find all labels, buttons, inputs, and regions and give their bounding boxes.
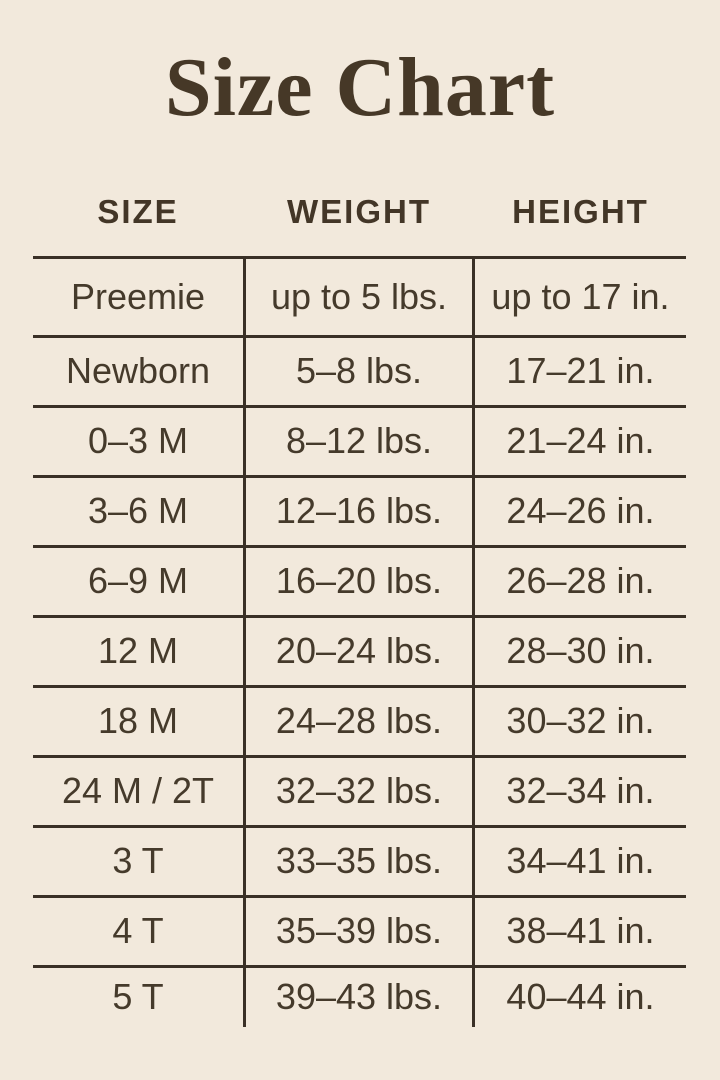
weight-cell: 32–32 lbs.: [243, 757, 475, 825]
size-cell: 12 M: [97, 630, 179, 672]
size-cell: 3 T: [112, 840, 164, 882]
size-cell: Preemie: [70, 275, 206, 317]
weight-cell: 35–39 lbs.: [243, 897, 475, 965]
weight-cell: 12–16 lbs.: [243, 477, 475, 545]
column-header-height: HEIGHT: [512, 192, 649, 230]
table-row: 6–9 M 16–20 lbs. 26–28 in.: [33, 544, 686, 615]
height-cell: 40–44 in.: [506, 976, 655, 1018]
weight-cell: up to 5 lbs.: [243, 258, 475, 335]
table-row: 24 M / 2T 32–32 lbs. 32–34 in.: [33, 754, 686, 825]
size-cell: 18 M: [97, 700, 179, 742]
weight-cell: 24–28 lbs.: [243, 687, 475, 755]
table-header: SIZE WEIGHT HEIGHT: [33, 191, 686, 234]
height-cell: 26–28 in.: [506, 560, 655, 602]
table-row: 5 T 39–43 lbs. 40–44 in.: [33, 964, 686, 1027]
height-cell: up to 17 in.: [491, 275, 670, 317]
weight-cell: 8–12 lbs.: [243, 407, 475, 475]
column-header-size: SIZE: [97, 192, 179, 230]
size-cell: 3–6 M: [87, 490, 189, 532]
table-row: 3–6 M 12–16 lbs. 24–26 in.: [33, 474, 686, 545]
size-cell: 4 T: [112, 910, 164, 952]
weight-cell: 33–35 lbs.: [243, 827, 475, 895]
table-row: 18 M 24–28 lbs. 30–32 in.: [33, 684, 686, 755]
height-cell: 34–41 in.: [506, 840, 655, 882]
size-cell: 5 T: [112, 976, 164, 1018]
size-cell: 0–3 M: [87, 420, 189, 462]
weight-cell: 16–20 lbs.: [243, 547, 475, 615]
height-cell: 24–26 in.: [506, 490, 655, 532]
weight-cell: 5–8 lbs.: [243, 337, 475, 405]
height-cell: 17–21 in.: [506, 350, 655, 392]
height-cell: 30–32 in.: [506, 700, 655, 742]
table-row: 3 T 33–35 lbs. 34–41 in.: [33, 824, 686, 895]
weight-cell: 39–43 lbs.: [243, 967, 475, 1027]
height-cell: 28–30 in.: [506, 630, 655, 672]
size-chart-table: Preemie up to 5 lbs. up to 17 in. Newbor…: [33, 255, 686, 1027]
table-row: Newborn 5–8 lbs. 17–21 in.: [33, 334, 686, 405]
table-row: Preemie up to 5 lbs. up to 17 in.: [33, 255, 686, 335]
weight-cell: 20–24 lbs.: [243, 617, 475, 685]
table-row: 0–3 M 8–12 lbs. 21–24 in.: [33, 404, 686, 475]
height-cell: 32–34 in.: [506, 770, 655, 812]
height-cell: 21–24 in.: [506, 420, 655, 462]
size-cell: 6–9 M: [87, 560, 189, 602]
column-header-weight: WEIGHT: [287, 192, 431, 230]
table-row: 12 M 20–24 lbs. 28–30 in.: [33, 614, 686, 685]
size-cell: 24 M / 2T: [61, 770, 215, 812]
size-cell: Newborn: [65, 350, 211, 392]
page-title: Size Chart: [164, 41, 556, 134]
table-row: 4 T 35–39 lbs. 38–41 in.: [33, 894, 686, 965]
height-cell: 38–41 in.: [506, 910, 655, 952]
